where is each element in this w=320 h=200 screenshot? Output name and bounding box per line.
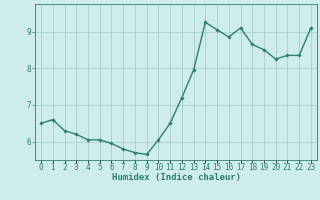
X-axis label: Humidex (Indice chaleur): Humidex (Indice chaleur)	[111, 173, 241, 182]
